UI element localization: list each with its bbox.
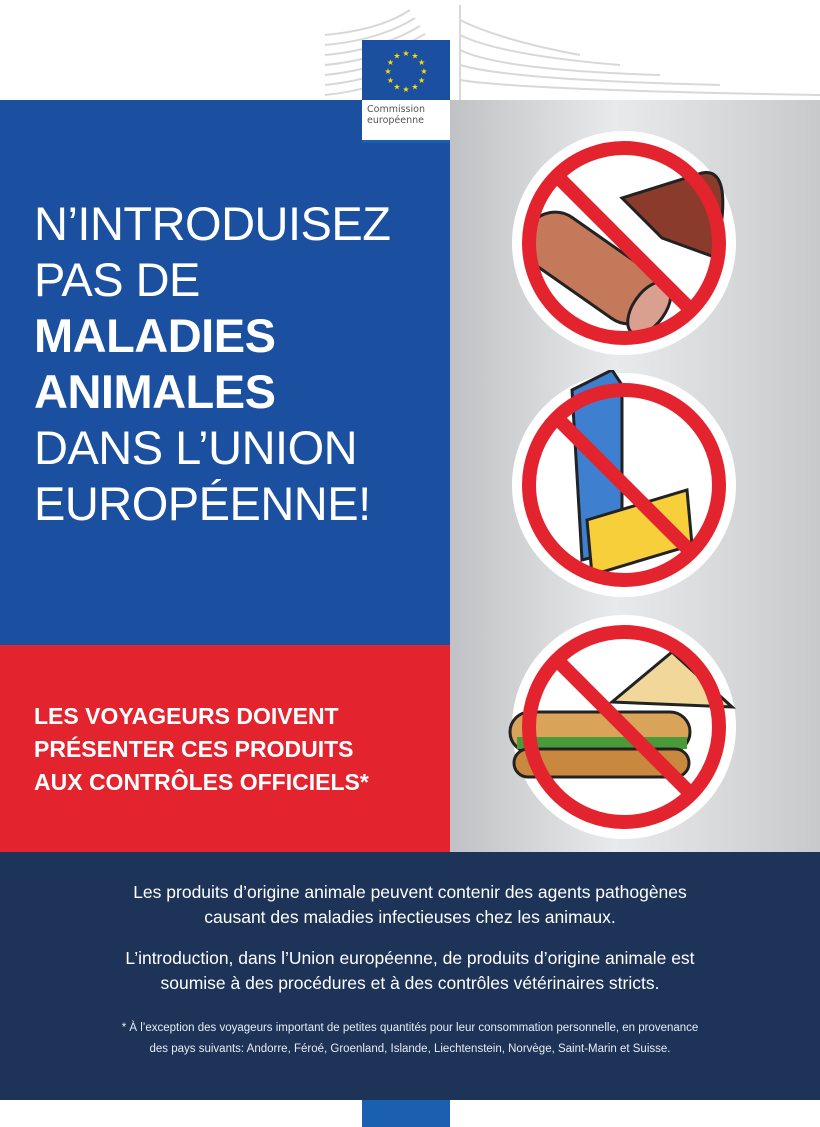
no-dairy-icon <box>512 370 736 597</box>
no-sandwich-icon <box>508 615 737 839</box>
logo-text: Commission <box>367 104 425 115</box>
footnote: des pays suivants: Andorre, Féroé, Groen… <box>149 1043 671 1055</box>
star-icon: ★ <box>387 58 394 67</box>
body-text: L’introduction, dans l’Union européenne,… <box>125 948 695 968</box>
star-icon: ★ <box>418 76 425 85</box>
footnote: * À l’exception des voyageurs important … <box>121 1022 699 1034</box>
headline-line: ANIMALES <box>34 365 276 418</box>
headline-line: MALADIES <box>34 309 276 362</box>
star-icon: ★ <box>402 85 409 94</box>
star-icon: ★ <box>384 67 391 76</box>
info-panel: Les produits d’origine animale peuvent c… <box>0 852 820 1100</box>
headline-line: DANS L’UNION <box>34 421 358 474</box>
star-icon: ★ <box>402 49 409 58</box>
subhead-line: AUX CONTRÔLES OFFICIELS* <box>34 769 369 795</box>
star-icon: ★ <box>411 83 418 92</box>
subhead-line: PRÉSENTER CES PRODUITS <box>34 736 354 762</box>
star-icon: ★ <box>387 76 394 85</box>
subheadline: LES VOYAGEURS DOIVENT PRÉSENTER CES PROD… <box>34 700 369 799</box>
eu-flag-icon: ★ ★ ★ ★ ★ ★ ★ ★ ★ ★ ★ ★ <box>362 40 450 100</box>
headline-line: PAS DE <box>34 253 200 306</box>
headline: N’INTRODUISEZ PAS DE MALADIES ANIMALES D… <box>34 196 391 532</box>
body-text: Les produits d’origine animale peuvent c… <box>133 882 687 902</box>
footer-accent <box>362 1100 450 1127</box>
no-meat-icon <box>512 131 736 355</box>
eu-commission-logo: ★ ★ ★ ★ ★ ★ ★ ★ ★ ★ ★ ★ Commission européenne <box>362 40 450 143</box>
subhead-line: LES VOYAGEURS DOIVENT <box>34 703 339 729</box>
subhead-panel <box>0 645 450 852</box>
star-icon: ★ <box>418 58 425 67</box>
headline-line: EUROPÉENNE! <box>34 477 371 530</box>
logo-text: européenne <box>367 115 424 126</box>
headline-line: N’INTRODUISEZ <box>34 197 391 250</box>
star-icon: ★ <box>411 51 418 60</box>
body-text: causant des maladies infectieuses chez l… <box>204 907 616 927</box>
star-icon: ★ <box>393 83 400 92</box>
star-icon: ★ <box>393 51 400 60</box>
star-icon: ★ <box>420 67 427 76</box>
headline-panel <box>0 100 450 645</box>
body-text: soumise à des procédures et à des contrô… <box>160 973 660 993</box>
